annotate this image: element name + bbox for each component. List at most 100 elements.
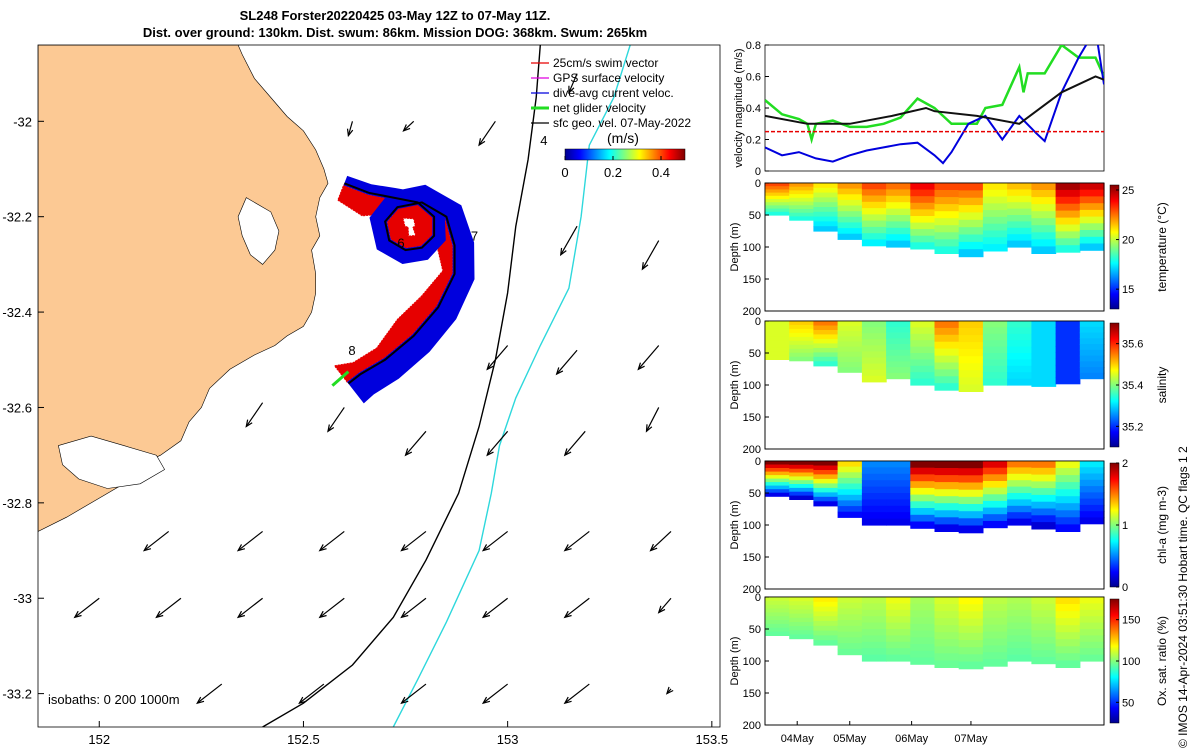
section-cell bbox=[886, 518, 911, 526]
geo-arrow-head bbox=[400, 696, 409, 705]
section-cell bbox=[1079, 372, 1105, 380]
section-y-axis-label: Depth (m) bbox=[729, 361, 741, 410]
section-cell bbox=[1055, 510, 1081, 518]
section-cell bbox=[934, 369, 960, 377]
section-cell bbox=[837, 472, 863, 479]
section-cell bbox=[1007, 208, 1032, 216]
section-cell bbox=[813, 616, 839, 622]
section-cell bbox=[813, 487, 839, 493]
section-cell bbox=[813, 343, 839, 349]
section-cell bbox=[837, 362, 863, 368]
section-cell bbox=[1055, 468, 1081, 476]
section-cell bbox=[813, 635, 839, 641]
section-cell bbox=[837, 608, 863, 615]
geo-arrow-shaft bbox=[641, 240, 660, 270]
section-cell bbox=[1055, 189, 1081, 198]
section-cell bbox=[1079, 326, 1105, 334]
section-cell bbox=[1007, 378, 1032, 386]
section-cell bbox=[813, 356, 839, 362]
section-cell bbox=[813, 197, 839, 203]
section-cell bbox=[934, 218, 960, 226]
geo-arrow bbox=[563, 430, 586, 457]
section-cell bbox=[886, 635, 911, 643]
section-cell bbox=[982, 203, 1008, 211]
section-y-tick-label: 100 bbox=[743, 656, 761, 668]
section-y-tick-label: 200 bbox=[743, 444, 761, 456]
figure-subtitle: Dist. over ground: 130km. Dist. swum: 86… bbox=[142, 25, 648, 40]
section-cell bbox=[1007, 473, 1032, 481]
section-cell bbox=[765, 324, 790, 330]
geo-arrow-head bbox=[641, 262, 649, 271]
section-cell bbox=[886, 215, 911, 222]
section-cell bbox=[765, 199, 790, 203]
section-cell bbox=[1031, 610, 1057, 618]
geo-arrow bbox=[318, 597, 345, 619]
section-cell bbox=[886, 486, 911, 494]
geo-arrow-shaft bbox=[658, 597, 672, 613]
section-cell bbox=[910, 637, 936, 645]
section-cell bbox=[861, 220, 887, 228]
section-cell bbox=[982, 467, 1008, 475]
section-cell bbox=[982, 340, 1008, 348]
section-cell bbox=[1055, 217, 1081, 226]
section-cell bbox=[813, 325, 839, 331]
geo-arrow bbox=[481, 597, 509, 619]
section-cell bbox=[934, 611, 960, 619]
section-cell bbox=[886, 195, 911, 203]
section-cell bbox=[837, 461, 863, 468]
section-cell bbox=[982, 359, 1008, 367]
section-cell bbox=[813, 192, 839, 198]
section-cell bbox=[1031, 204, 1057, 212]
section-cell bbox=[886, 603, 911, 611]
section-cell bbox=[1007, 461, 1032, 468]
section-cell bbox=[982, 603, 1008, 612]
section-cell bbox=[837, 367, 863, 373]
section-cell bbox=[1007, 505, 1032, 513]
geo-arrow bbox=[657, 597, 672, 614]
geo-arrow-shaft bbox=[482, 597, 509, 618]
section-cell bbox=[886, 321, 911, 328]
geo-arrow-head bbox=[236, 610, 246, 619]
section-cell bbox=[886, 208, 911, 216]
section-cell bbox=[886, 240, 911, 248]
section-cell bbox=[910, 346, 936, 354]
section-cell bbox=[982, 216, 1008, 225]
section-cell bbox=[934, 510, 960, 518]
section-cell bbox=[982, 189, 1008, 198]
section-y-tick-label: 50 bbox=[749, 488, 761, 500]
section-cell bbox=[861, 505, 887, 513]
section-cell bbox=[1007, 359, 1032, 367]
chlorophyll-section: 0 50 100 150 200 Depth (m) 0 1 2 chl-a (mg m-3) bbox=[729, 456, 1169, 596]
section-cell bbox=[837, 331, 863, 337]
section-cell bbox=[813, 630, 839, 636]
section-cell bbox=[958, 328, 984, 336]
section-colorbar-tick-label: 35.2 bbox=[1122, 421, 1143, 433]
geo-arrow-head bbox=[657, 605, 666, 614]
section-cell bbox=[982, 645, 1008, 653]
section-y-tick-label: 100 bbox=[743, 242, 761, 254]
section-cell bbox=[837, 326, 863, 332]
section-cell bbox=[837, 477, 863, 485]
section-cell bbox=[1007, 480, 1032, 488]
section-cell bbox=[861, 226, 887, 234]
section-cell bbox=[1055, 245, 1081, 253]
section-y-tick-label: 50 bbox=[749, 210, 761, 222]
section-cell bbox=[813, 606, 839, 612]
legend-entry: dive-avg current veloc. bbox=[531, 86, 674, 100]
geo-arrow-head bbox=[563, 696, 572, 705]
section-cell bbox=[1007, 622, 1032, 630]
geo-arrow-head bbox=[400, 544, 409, 552]
section-cell bbox=[958, 205, 984, 214]
section-cell bbox=[813, 478, 839, 484]
section-y-tick-label: 0 bbox=[755, 592, 761, 604]
section-cell bbox=[1079, 467, 1105, 475]
geo-arrow-shaft bbox=[486, 345, 509, 370]
section-colorbar-tick-label: 2 bbox=[1122, 458, 1128, 470]
section-cell bbox=[910, 467, 936, 475]
section-cell bbox=[837, 466, 863, 473]
section-cell bbox=[910, 229, 936, 237]
geo-arrow-head bbox=[486, 448, 494, 457]
geo-arrow-shaft bbox=[486, 430, 509, 456]
section-cell bbox=[958, 241, 984, 250]
